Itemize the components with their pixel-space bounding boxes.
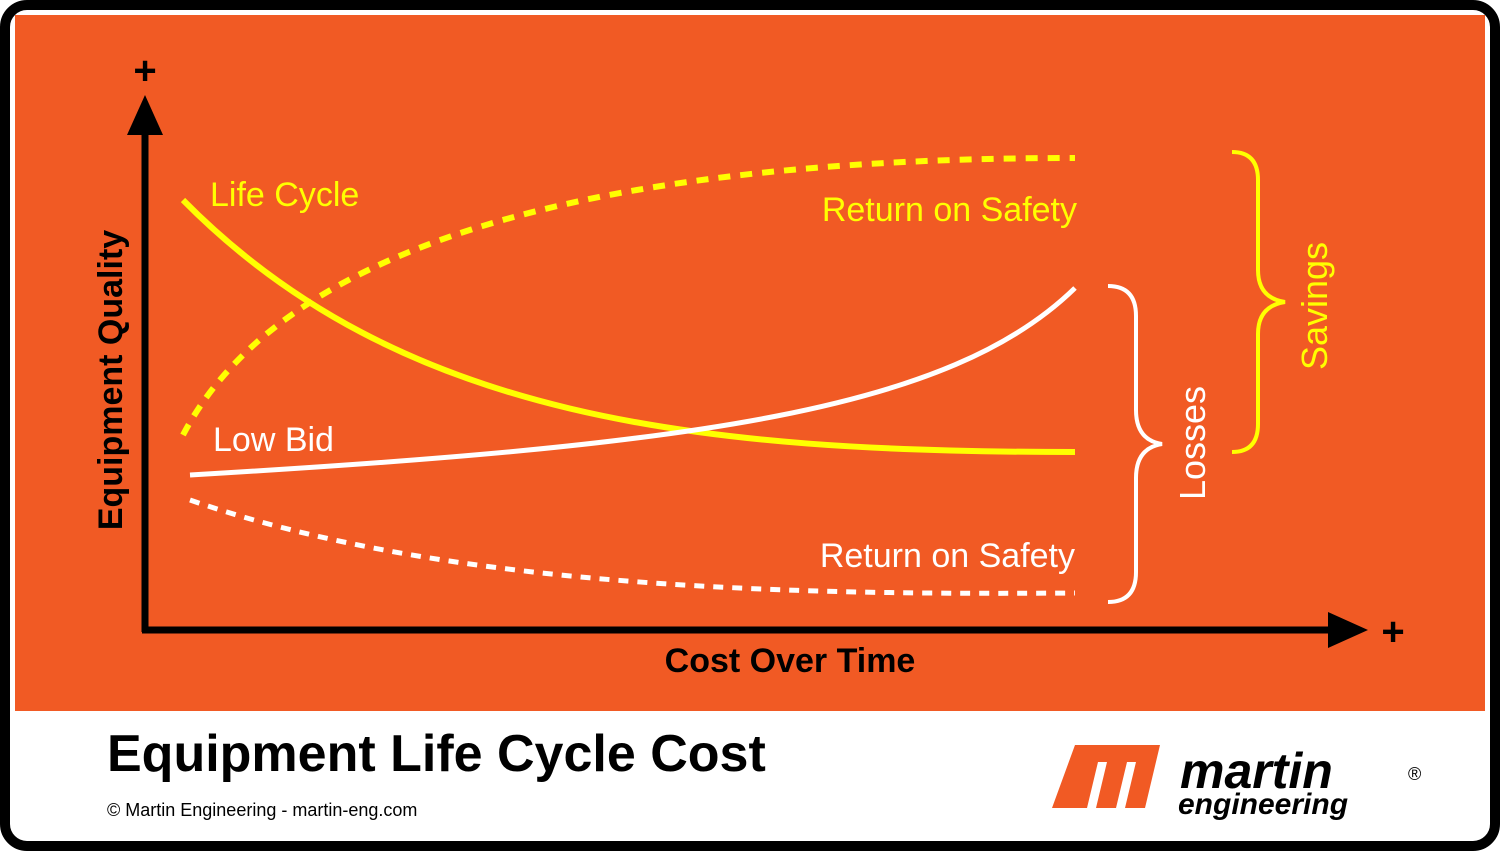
x-arrow: [1328, 612, 1368, 648]
footer-title: Equipment Life Cycle Cost: [107, 725, 766, 783]
logo-name: martin: [1180, 743, 1333, 799]
low-bid-curve: [189, 286, 1077, 478]
y-axis-label: Equipment Quality: [92, 230, 130, 530]
curve-label: Return on Safety: [820, 537, 1075, 575]
losses-brace: [1107, 284, 1163, 604]
logo-icon: [1052, 745, 1160, 808]
curve-label: Low Bid: [213, 421, 334, 459]
return-on-safety-upper-curve: [180, 155, 1076, 437]
brace-label: Savings: [1294, 242, 1335, 370]
curve-label: Life Cycle: [210, 176, 359, 214]
brace-label: Losses: [1172, 386, 1213, 500]
y-arrow: [127, 95, 163, 135]
logo-sub: engineering: [1178, 788, 1348, 821]
logo-m: [1052, 745, 1160, 808]
life-cycle-curve: [180, 197, 1076, 455]
savings-brace: [1231, 150, 1286, 454]
copyright: © Martin Engineering - martin-eng.com: [107, 800, 417, 820]
x-axis-end: +: [1381, 610, 1404, 654]
x-axis-label: Cost Over Time: [665, 642, 916, 680]
curve-label: Return on Safety: [822, 191, 1077, 229]
y-axis-end: +: [133, 49, 156, 93]
panel: [15, 15, 1485, 711]
logo-mark: ®: [1408, 764, 1421, 784]
return-on-safety-lower-curve: [189, 497, 1076, 596]
